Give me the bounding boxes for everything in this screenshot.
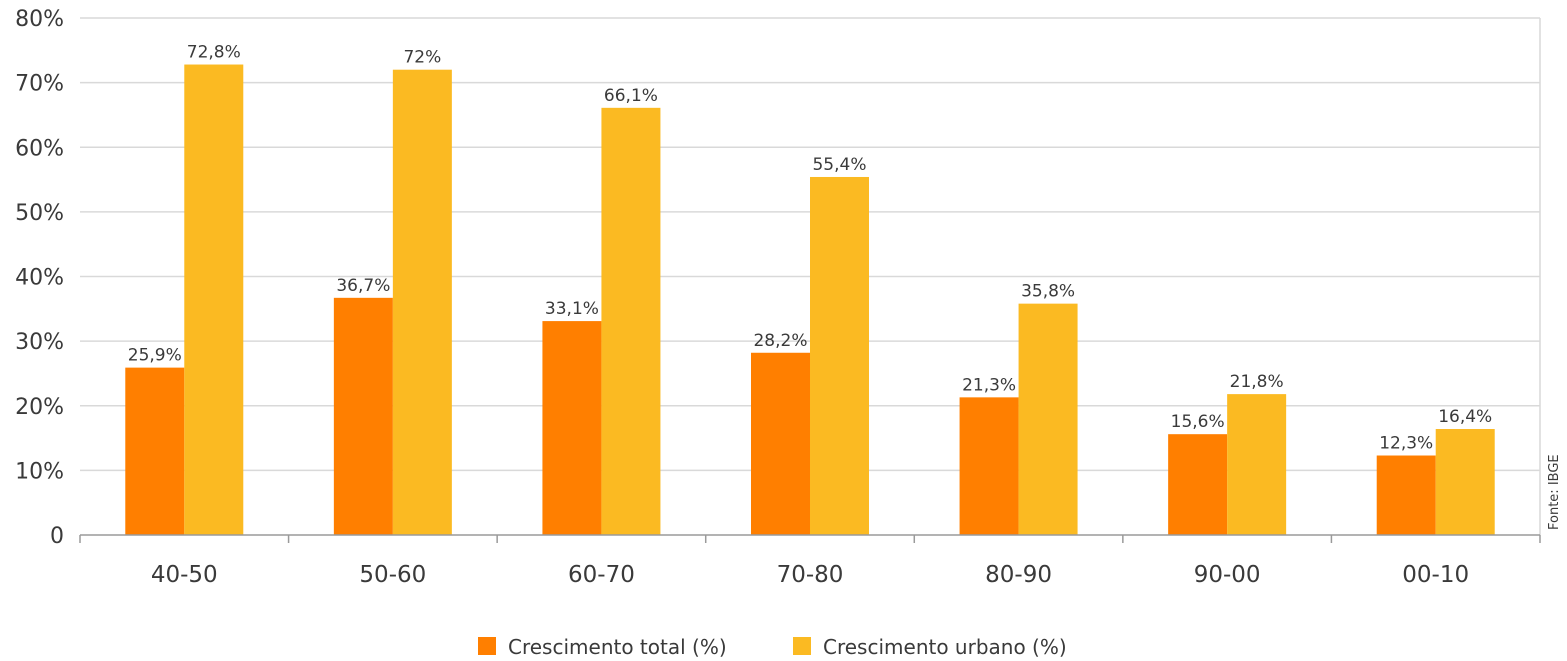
legend-label: Crescimento total (%)	[508, 635, 727, 659]
y-tick-label: 70%	[15, 72, 64, 97]
y-tick-label: 10%	[15, 459, 64, 484]
data-label: 16,4%	[1438, 407, 1492, 427]
x-axis-ticks: 40-50 50-60 60-70 70-80 80-90 90-00 00-10	[151, 562, 1469, 588]
data-label: 55,4%	[812, 155, 866, 175]
x-tick-label: 60-70	[568, 562, 635, 588]
data-label: 25,9%	[128, 346, 182, 366]
y-tick-label: 80%	[15, 7, 64, 32]
bars	[125, 64, 1495, 536]
data-labels: 25,9% 72,8% 36,7% 72% 33,1% 66,1% 28,2% 55,4% 21…	[128, 43, 1492, 454]
y-tick-label: 40%	[15, 266, 64, 291]
bar-total-80-90	[959, 397, 1019, 535]
bar-total-90-00	[1168, 434, 1228, 535]
legend-label: Crescimento urbano (%)	[823, 635, 1067, 659]
bar-urbano-40-50	[184, 64, 244, 535]
x-axis	[79, 534, 1541, 543]
data-label: 12,3%	[1379, 434, 1433, 454]
data-label: 21,8%	[1230, 372, 1284, 392]
data-label: 36,7%	[336, 276, 390, 296]
bar-total-60-70	[542, 321, 602, 535]
y-tick-label: 50%	[15, 201, 64, 226]
bar-urbano-80-90	[1018, 303, 1078, 535]
data-label: 72%	[403, 48, 441, 68]
legend: Crescimento total (%) Crescimento urbano …	[478, 635, 1067, 659]
data-label: 35,8%	[1021, 282, 1075, 302]
x-tick-label: 70-80	[777, 562, 844, 588]
bar-total-40-50	[125, 367, 185, 535]
bar-urbano-70-80	[810, 176, 869, 536]
data-label: 15,6%	[1171, 412, 1225, 432]
x-tick-label: 50-60	[359, 562, 426, 588]
x-tick-label: 00-10	[1402, 562, 1469, 588]
y-axis-ticks: 0 10% 20% 30% 40% 50% 60% 70% 80%	[15, 7, 64, 549]
bar-urbano-60-70	[601, 107, 661, 536]
bar-total-70-80	[751, 352, 810, 535]
y-tick-label: 20%	[15, 395, 64, 420]
legend-swatch	[793, 637, 811, 655]
bar-total-50-60	[333, 297, 393, 535]
data-label: 28,2%	[753, 331, 807, 351]
y-tick-label: 60%	[15, 136, 64, 161]
data-label: 72,8%	[187, 43, 241, 63]
legend-swatch	[478, 637, 496, 655]
x-tick-label: 80-90	[985, 562, 1052, 588]
x-tick-label: 90-00	[1194, 562, 1261, 588]
x-tick-label: 40-50	[151, 562, 218, 588]
bar-total-00-10	[1376, 455, 1436, 535]
data-label: 21,3%	[962, 375, 1016, 395]
bar-urbano-00-10	[1435, 429, 1495, 535]
data-label: 66,1%	[604, 86, 658, 106]
y-tick-label: 0	[50, 524, 64, 549]
data-label: 33,1%	[545, 299, 599, 319]
bar-urbano-90-00	[1227, 394, 1287, 535]
source-note: Fonte: IBGE	[1547, 454, 1562, 530]
bar-urbano-50-60	[392, 69, 452, 535]
y-tick-label: 30%	[15, 330, 64, 355]
